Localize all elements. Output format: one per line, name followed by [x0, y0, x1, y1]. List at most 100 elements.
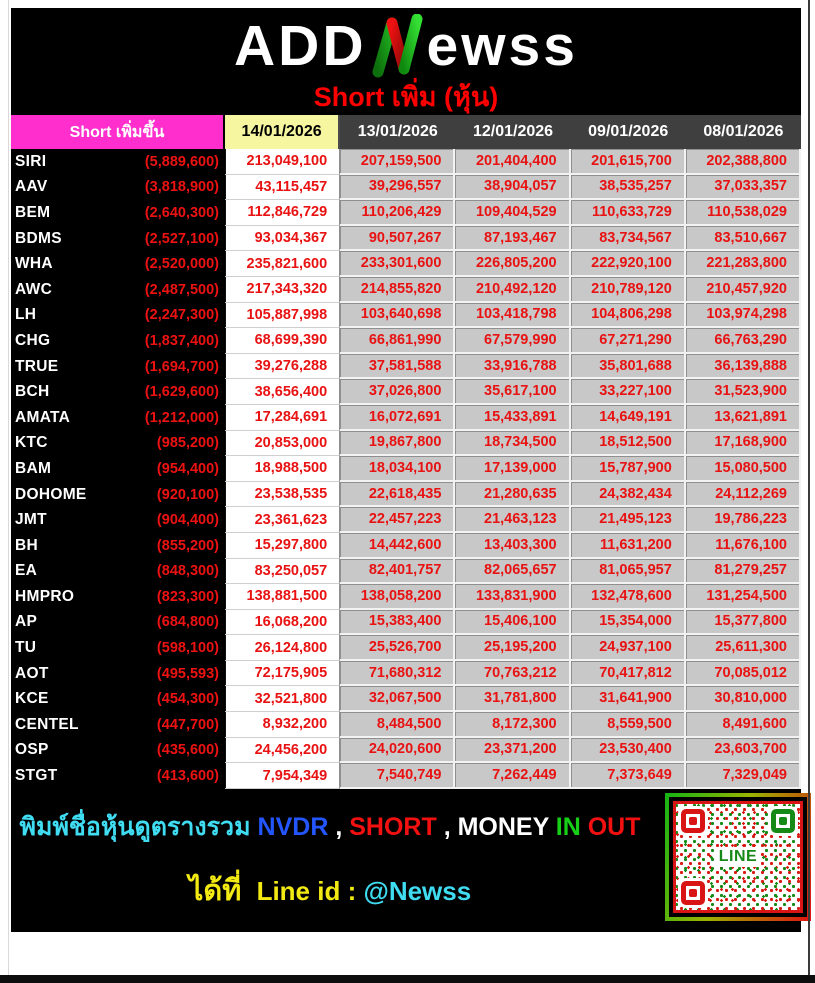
short-change-value: (1,212,000)	[144, 409, 219, 426]
stock-ticker: HMPRO	[15, 587, 75, 605]
stock-name-cell: AWC (2,487,500)	[11, 276, 225, 303]
value-cell: 7,373,649	[570, 763, 686, 789]
stock-ticker: BH	[15, 536, 38, 554]
value-cell: 210,789,120	[570, 276, 686, 303]
short-change-value: (2,487,500)	[144, 281, 219, 298]
promo-money: MONEY	[457, 813, 549, 842]
stock-ticker: KCE	[15, 690, 49, 708]
stock-name-cell: EA (848,300)	[11, 558, 225, 585]
value-cell-today: 18,988,500	[225, 456, 341, 482]
short-change-value: (2,640,300)	[144, 204, 219, 221]
value-cell: 18,512,500	[570, 430, 686, 457]
value-cell: 15,354,000	[570, 609, 686, 636]
addnewss-logo: ADD	[234, 14, 578, 78]
value-cell-today: 7,954,349	[225, 763, 341, 789]
value-cell-today: 217,343,320	[225, 276, 341, 303]
short-change-value: (920,100)	[156, 486, 219, 503]
stock-ticker: AOT	[15, 664, 49, 682]
value-cell: 23,371,200	[455, 737, 571, 764]
value-cell: 70,417,812	[570, 660, 686, 687]
value-cell: 131,254,500	[685, 584, 801, 610]
stock-ticker: SIRI	[15, 152, 47, 170]
stock-name-cell: OSP (435,600)	[11, 737, 225, 764]
value-cell: 25,195,200	[455, 635, 571, 661]
footer-line-id: ได้ที่ Line id : @Newss	[189, 867, 471, 913]
short-change-value: (684,800)	[156, 614, 219, 631]
value-cell: 83,734,567	[570, 225, 686, 252]
value-cell-today: 93,034,367	[225, 225, 341, 252]
column-header-date-1: 13/01/2026	[340, 115, 456, 149]
footer-promo-line: พิมพ์ชื่อหุ้นดูตรางรวม NVDR , SHORT , MO…	[19, 807, 640, 847]
stock-ticker: BCH	[15, 383, 50, 401]
value-cell: 71,680,312	[340, 660, 456, 687]
qr-finder-top-left-icon	[681, 808, 705, 833]
value-cell: 138,058,200	[340, 584, 456, 610]
value-cell: 22,457,223	[340, 507, 456, 533]
stock-name-cell: WHA (2,520,000)	[11, 251, 225, 277]
value-cell-today: 235,821,600	[225, 251, 341, 277]
stock-ticker: DOHOME	[15, 485, 87, 503]
bottom-border-strip	[0, 975, 815, 983]
value-cell-today: 16,068,200	[225, 609, 341, 636]
value-cell: 222,920,100	[570, 251, 686, 277]
value-cell: 8,484,500	[340, 712, 456, 738]
short-change-value: (985,200)	[156, 435, 219, 452]
stock-ticker: WHA	[15, 255, 53, 273]
stock-name-cell: JMT (904,400)	[11, 507, 225, 533]
value-cell: 109,404,529	[455, 200, 571, 226]
value-cell-today: 68,699,390	[225, 328, 341, 354]
value-cell: 33,916,788	[455, 353, 571, 380]
value-cell-today: 24,456,200	[225, 737, 341, 764]
promo-in: IN	[555, 813, 581, 842]
value-cell: 31,523,900	[685, 379, 801, 405]
line-id-label: Line id :	[256, 876, 357, 907]
value-cell-today: 213,049,100	[225, 149, 341, 175]
promo-nvdr: NVDR	[257, 813, 329, 842]
line-at-thai-text: ได้ที่	[188, 875, 242, 908]
stock-name-cell: BAM (954,400)	[11, 456, 225, 482]
stock-name-cell: AP (684,800)	[11, 609, 225, 636]
value-cell-today: 20,853,000	[225, 430, 341, 457]
value-cell: 37,033,357	[685, 174, 801, 201]
short-change-value: (1,694,700)	[144, 358, 219, 375]
value-cell: 33,227,100	[570, 379, 686, 405]
content-panel: ADD	[11, 8, 803, 932]
value-cell: 201,615,700	[570, 149, 686, 175]
value-cell: 19,786,223	[685, 507, 801, 533]
stock-name-cell: BH (855,200)	[11, 532, 225, 559]
short-change-value: (848,300)	[156, 563, 219, 580]
stock-ticker: TU	[15, 639, 37, 657]
short-change-value: (954,400)	[156, 460, 219, 477]
stock-name-cell: BCH (1,629,600)	[11, 379, 225, 405]
value-cell: 7,262,449	[455, 763, 571, 789]
table-body: SIRI (5,889,600) 213,049,100 207,159,500…	[11, 149, 801, 789]
value-cell: 67,271,290	[570, 328, 686, 354]
column-header-date-3: 09/01/2026	[570, 115, 686, 149]
value-cell-today: 17,284,691	[225, 404, 341, 431]
value-cell: 226,805,200	[455, 251, 571, 277]
value-cell: 21,463,123	[455, 507, 571, 533]
value-cell: 37,026,800	[340, 379, 456, 405]
stock-ticker: CENTEL	[15, 715, 79, 733]
short-change-value: (823,300)	[156, 588, 219, 605]
short-change-value: (413,600)	[156, 768, 219, 785]
value-cell-today: 23,538,535	[225, 481, 341, 508]
value-cell: 66,763,290	[685, 328, 801, 354]
value-cell: 23,530,400	[570, 737, 686, 764]
value-cell: 25,526,700	[340, 635, 456, 661]
value-cell: 82,401,757	[340, 558, 456, 585]
promo-comma-2: ,	[443, 813, 451, 842]
short-change-value: (5,889,600)	[144, 153, 219, 170]
stock-name-cell: CHG (1,837,400)	[11, 328, 225, 354]
logo-text-ewss: ewss	[426, 14, 578, 78]
value-cell: 17,139,000	[455, 456, 571, 482]
promo-out: OUT	[587, 813, 641, 842]
value-cell: 25,611,300	[685, 635, 801, 661]
value-cell: 37,581,588	[340, 353, 456, 380]
value-cell: 103,418,798	[455, 302, 571, 329]
qr-finder-top-right-icon	[771, 808, 795, 833]
value-cell: 11,631,200	[570, 532, 686, 559]
value-cell: 15,433,891	[455, 404, 571, 431]
stock-ticker: LH	[15, 306, 37, 324]
value-cell: 38,904,057	[455, 174, 571, 201]
